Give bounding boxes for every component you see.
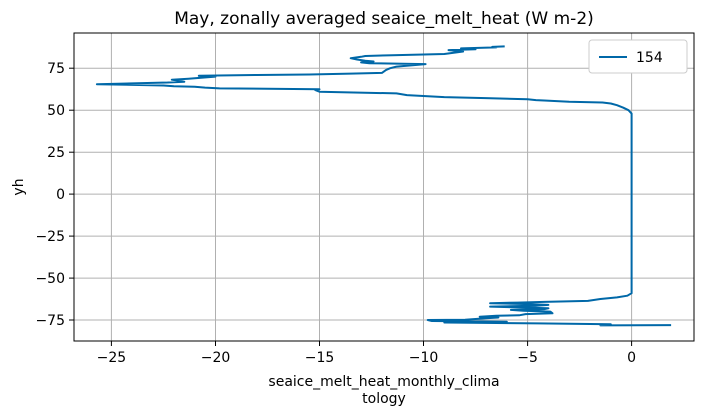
x-axis-label-line-2: tology xyxy=(362,391,406,407)
series-line-154 xyxy=(95,45,672,327)
x-tick-label: −25 xyxy=(97,350,127,366)
series-layer xyxy=(95,45,672,327)
x-axis-ticks: −25 −20 −15 −10 −5 0 xyxy=(97,341,636,366)
y-tick-label: 75 xyxy=(47,61,65,77)
y-axis-label: yh xyxy=(11,178,27,195)
legend-frame xyxy=(588,39,688,74)
x-tick-label: −15 xyxy=(305,350,335,366)
y-tick-label: 0 xyxy=(56,187,65,203)
x-tick-label: −10 xyxy=(409,350,439,366)
legend: 154 xyxy=(588,39,688,74)
y-axis-ticks: −75 −50 −25 0 25 50 75 xyxy=(35,61,74,329)
x-axis-label-line-1: seaice_melt_heat_monthly_clima xyxy=(268,374,499,390)
legend-label-154: 154 xyxy=(636,50,663,66)
chart-title: May, zonally averaged seaice_melt_heat (… xyxy=(174,9,594,29)
y-tick-label: −25 xyxy=(35,229,65,245)
x-tick-label: 0 xyxy=(627,350,636,366)
y-tick-label: 25 xyxy=(47,145,65,161)
x-tick-label: −20 xyxy=(201,350,231,366)
y-tick-label: −75 xyxy=(35,313,65,329)
plot-frame xyxy=(73,32,695,342)
y-tick-label: 50 xyxy=(47,103,65,119)
x-tick-label: −5 xyxy=(517,350,538,366)
grid xyxy=(74,33,694,341)
y-tick-label: −50 xyxy=(35,271,65,287)
